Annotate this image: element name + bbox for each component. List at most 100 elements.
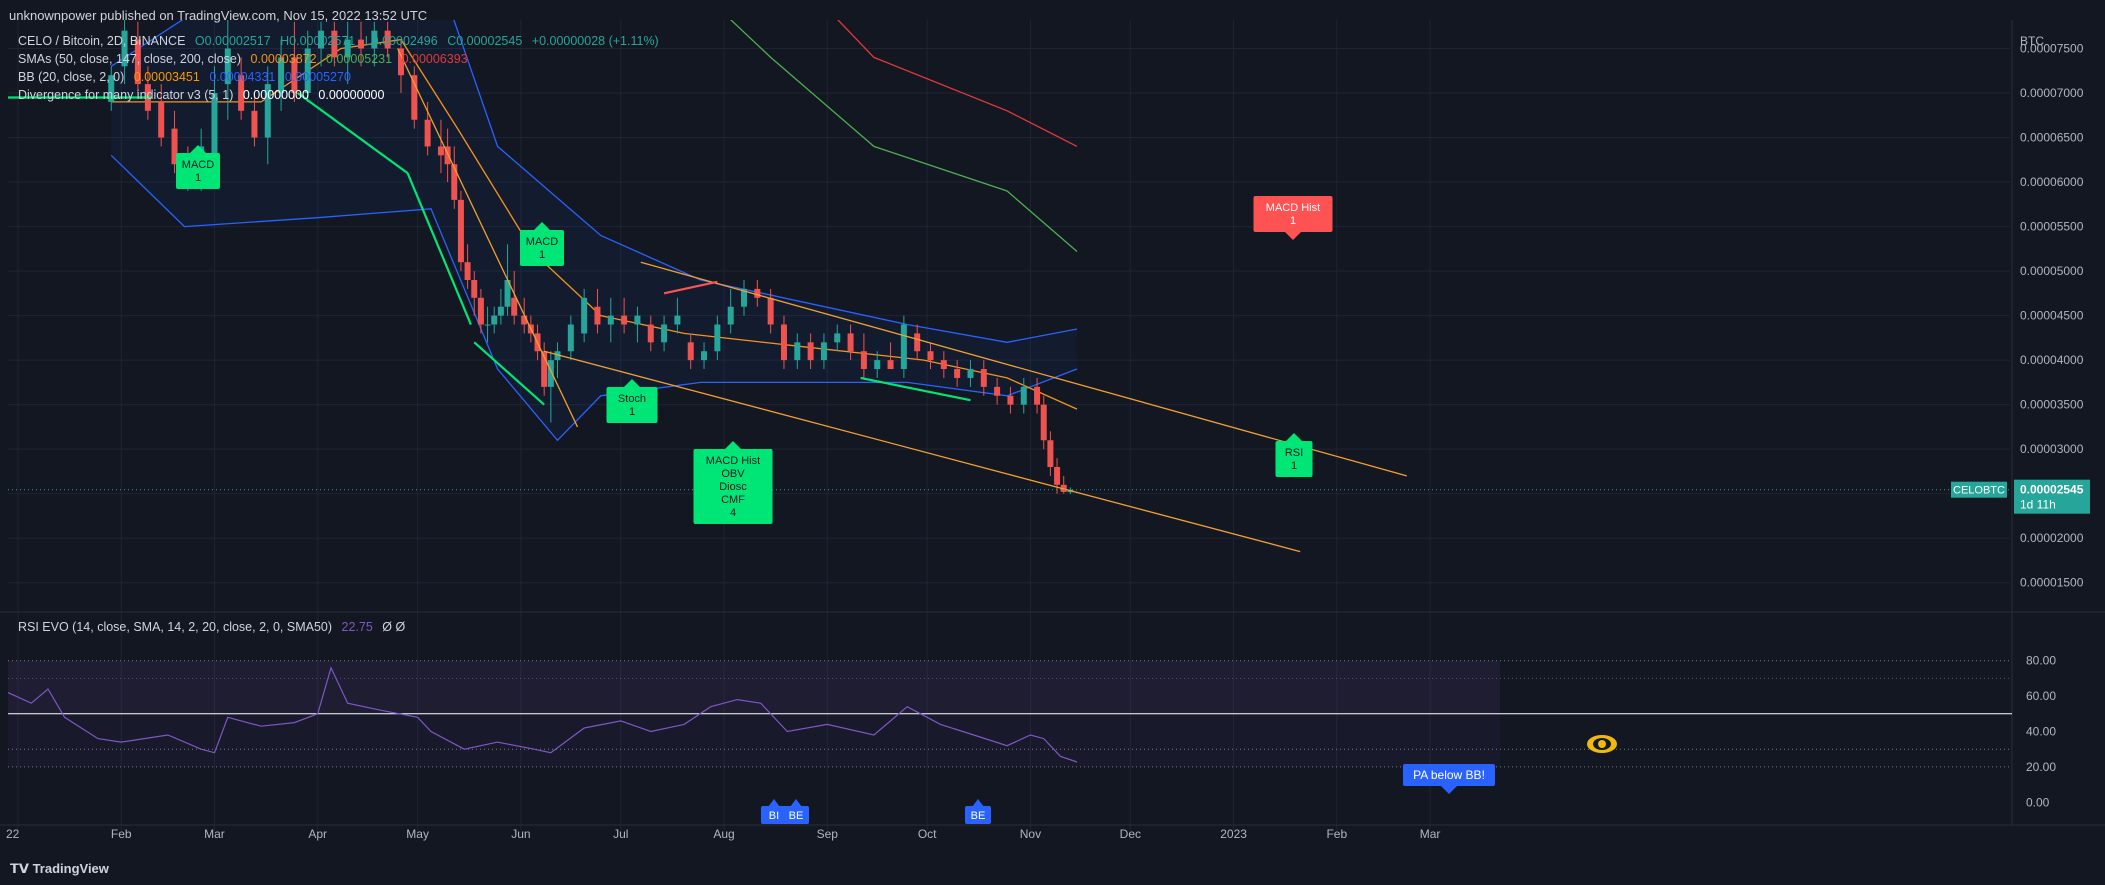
- candle: [451, 146, 458, 209]
- time-tick-label: Jul: [613, 827, 628, 841]
- pa-below-bb-text: PA below BB!: [1413, 768, 1485, 782]
- candle-body: [647, 324, 654, 343]
- be-marker-2[interactable]: BE: [965, 799, 991, 824]
- stoch-signal-text: 1: [629, 406, 635, 418]
- candle: [634, 306, 641, 343]
- candle-body: [967, 369, 974, 378]
- candle-body: [767, 297, 774, 325]
- candle-body: [521, 315, 528, 325]
- ohlc-low: L0.00002496: [364, 34, 438, 48]
- rsi-signal-text: 1: [1291, 460, 1297, 472]
- ohlc-open: O0.00002517: [194, 34, 271, 48]
- rsi-tick-label: 60.00: [2026, 689, 2056, 703]
- candle-body: [304, 48, 311, 94]
- candle: [621, 297, 628, 334]
- pa-below-bb-label[interactable]: PA below BB!: [1403, 764, 1495, 794]
- candle-body: [847, 333, 854, 352]
- bb-legend[interactable]: BB (20, close, 2, 0) 0.00003451 0.000043…: [18, 70, 357, 84]
- candle-body: [674, 315, 681, 325]
- candle: [714, 315, 721, 361]
- bb-label: BB (20, close, 2, 0): [18, 70, 125, 84]
- candle: [224, 20, 231, 120]
- candle: [411, 66, 418, 129]
- stoch-signal-box: [606, 387, 658, 423]
- sma-legend[interactable]: SMAs (50, close, 147, close, 200, close)…: [18, 52, 474, 66]
- candle: [134, 21, 141, 94]
- candle-body: [344, 39, 351, 58]
- price-tick-label: 0.00004500: [2020, 309, 2084, 323]
- candle: [834, 324, 841, 352]
- candle: [251, 93, 258, 147]
- multi-signal-pointer: [725, 441, 741, 449]
- candle: [1034, 377, 1041, 414]
- price-tick-label: 0.00001500: [2020, 576, 2084, 590]
- candle: [874, 351, 881, 378]
- candle-body: [794, 342, 801, 361]
- candle-body: [471, 280, 478, 298]
- price-tick-label: 0.00005500: [2020, 220, 2084, 234]
- be-marker-1[interactable]: BE: [783, 799, 809, 824]
- multi-signal-box: [693, 449, 773, 524]
- candle-body: [820, 342, 827, 361]
- candle-body: [607, 315, 614, 325]
- ohlc-change: +0.00000028 (+1.11%): [531, 34, 659, 48]
- rsi-tick-label: 40.00: [2026, 725, 2056, 739]
- candle-body: [211, 93, 218, 174]
- divergence-value-1: 0.00000000: [242, 88, 309, 102]
- candle-body: [464, 262, 471, 280]
- candle: [1047, 431, 1054, 476]
- bollinger-lower: [110, 154, 1078, 442]
- divergence-line: [473, 341, 545, 406]
- tradingview-logo[interactable]: 𝗧𝗩 TradingView: [10, 861, 109, 877]
- candle-body: [477, 297, 484, 325]
- time-tick-label: Dec: [1120, 827, 1141, 841]
- last-price-label: 0.00002545: [2020, 483, 2084, 497]
- tradingview-logo-icon: 𝗧𝗩: [10, 861, 29, 876]
- sma147-value: 0.00005231: [326, 52, 393, 66]
- candle: [727, 288, 734, 334]
- candle-body: [547, 360, 554, 387]
- candle: [954, 360, 961, 387]
- be-marker-1-box: [783, 806, 809, 824]
- time-tick-label: Nov: [1020, 827, 1041, 841]
- candle: [491, 306, 498, 334]
- rsi-legend[interactable]: RSI EVO (14, close, SMA, 14, 2, 20, clos…: [18, 620, 411, 634]
- rsi-flags: Ø Ø: [382, 620, 406, 634]
- candle-body: [291, 57, 298, 94]
- macd-signal-1-text: 1: [195, 172, 201, 184]
- candle-body: [661, 324, 668, 343]
- eye-icon[interactable]: [1587, 735, 1617, 753]
- pa-below-bb-pointer: [1441, 786, 1457, 794]
- symbol-legend[interactable]: CELO / Bitcoin, 2D, BINANCE O0.00002517 …: [18, 34, 665, 48]
- sma147-line: [730, 20, 1078, 252]
- macd-signal-1-box: [176, 153, 220, 189]
- tradingview-logo-text: TradingView: [32, 861, 109, 876]
- candle: [318, 21, 325, 67]
- candle-body: [780, 324, 787, 361]
- price-tick-label: 0.00006500: [2020, 131, 2084, 145]
- candle: [741, 280, 748, 316]
- candle-body: [807, 342, 814, 361]
- grid: [0, 20, 2105, 830]
- bi-marker[interactable]: BI: [761, 799, 787, 824]
- candle: [171, 110, 178, 174]
- rsi-pane: [7, 660, 2012, 768]
- candle-body: [1020, 386, 1027, 405]
- divergence-line: [406, 172, 472, 325]
- candle-body: [954, 369, 961, 378]
- candle: [594, 288, 601, 334]
- candle: [661, 315, 668, 352]
- candle: [278, 39, 285, 111]
- candle: [581, 288, 588, 343]
- divergence-legend[interactable]: Divergence for many indicator v3 (5, 1) …: [18, 88, 390, 102]
- macd-signal-2-box: [520, 230, 564, 266]
- time-tick-label: May: [406, 827, 429, 841]
